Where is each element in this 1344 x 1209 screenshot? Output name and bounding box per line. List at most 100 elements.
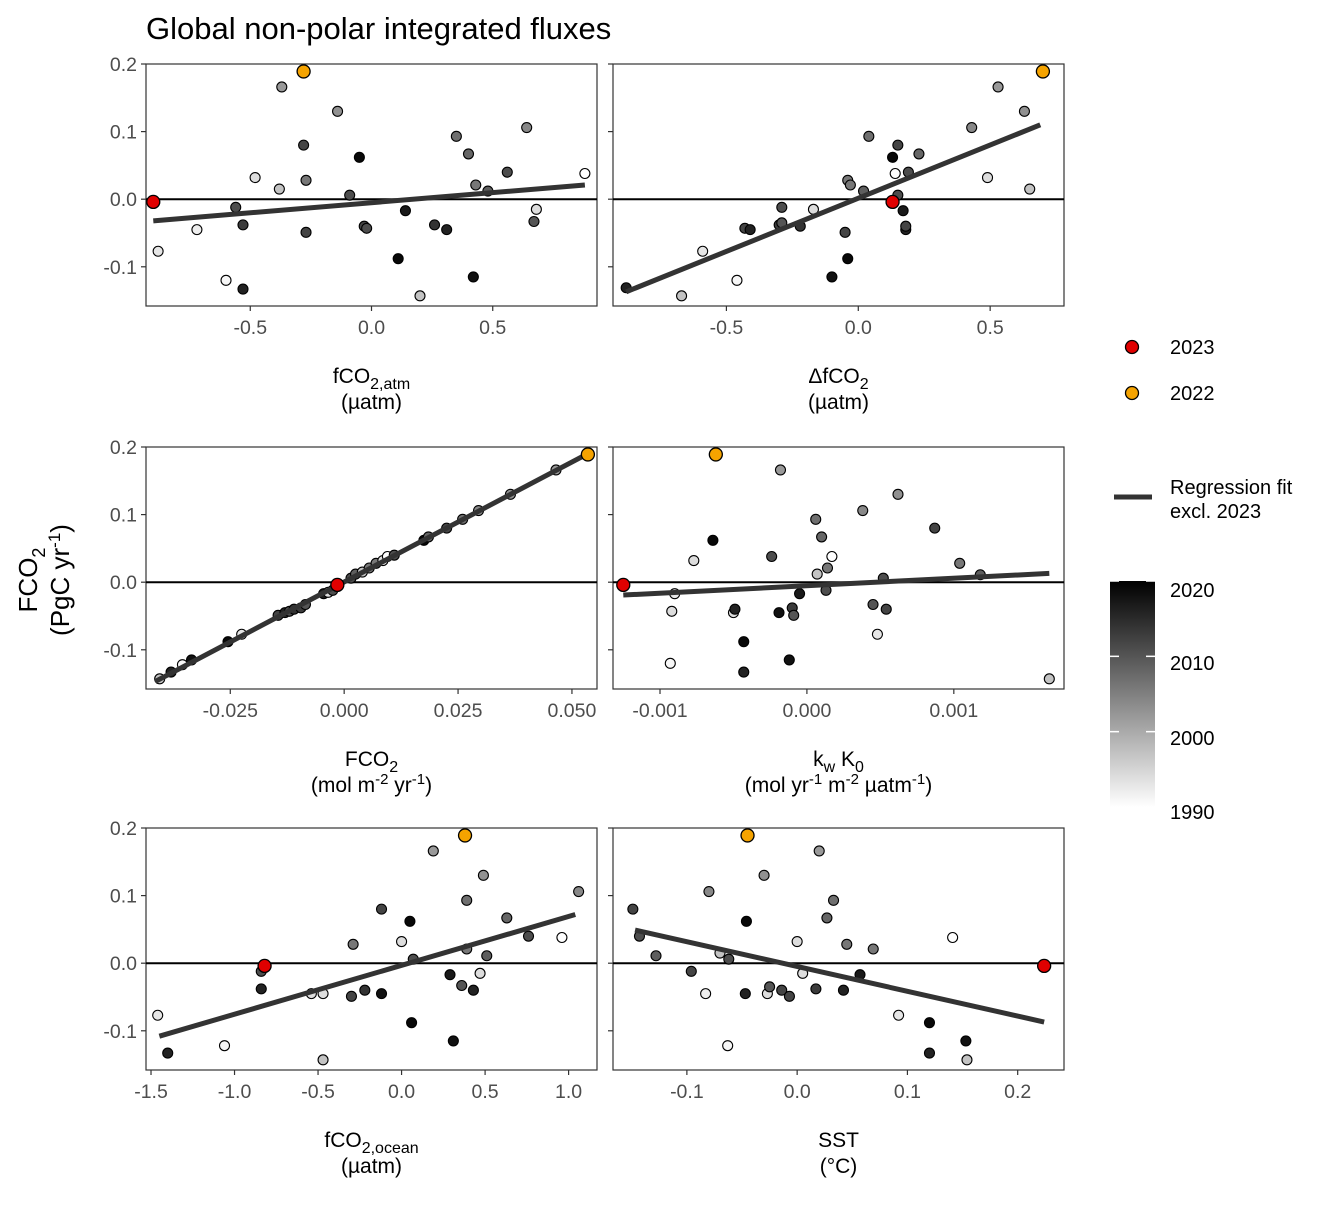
- data-point: [897, 205, 909, 217]
- x-tick-label: -1.5: [134, 1081, 168, 1103]
- data-point: [477, 869, 489, 881]
- legend-2022-marker: [1124, 385, 1140, 401]
- data-point: [871, 628, 883, 640]
- data-point: [447, 1035, 459, 1047]
- x-tick-label: 0.0: [388, 1081, 415, 1103]
- data-point: [794, 588, 806, 600]
- data-point: [650, 950, 662, 962]
- data-point: [528, 215, 540, 228]
- data-point: [676, 290, 688, 302]
- data-point: [530, 203, 542, 215]
- x-tick-label: -0.5: [233, 317, 267, 339]
- regression-line: [625, 122, 1042, 295]
- data-point: [456, 979, 468, 992]
- data-point: [867, 598, 879, 611]
- data-point: [501, 166, 513, 178]
- panel-fco2_atm: -0.1 0.0 0.1 0.2 -0.5 0.0 0.5 fCO2,atm(µatm): [103, 54, 598, 414]
- data-point: [501, 912, 513, 924]
- data-point: [947, 931, 959, 944]
- highlight-2023: [257, 958, 272, 974]
- data-point: [1043, 673, 1055, 685]
- data-point: [791, 936, 803, 948]
- highlight-2022: [457, 828, 473, 843]
- data-point: [892, 139, 904, 151]
- data-point: [556, 931, 568, 944]
- x-tick-label: -1.0: [218, 1081, 252, 1103]
- x-tick-label: 1.0: [555, 1081, 582, 1103]
- data-point: [744, 224, 756, 236]
- data-point: [375, 903, 388, 915]
- legend-regression-label-1: Regression fit: [1170, 477, 1293, 499]
- data-point: [152, 245, 164, 257]
- panel-sst: -0.1 0.0 0.1 0.2 SST (°C): [608, 827, 1065, 1178]
- data-point: [573, 885, 585, 898]
- highlight-2023: [330, 577, 345, 593]
- data-point: [707, 534, 719, 546]
- x-tick-label: 0.000: [783, 700, 832, 722]
- x-axis-label: kw K0: [813, 748, 864, 776]
- svg-text:FCO2: FCO2: [13, 548, 49, 613]
- data-point: [461, 894, 473, 906]
- highlight-2023: [616, 577, 631, 593]
- y-tick-label: 0.2: [110, 818, 137, 840]
- data-point: [923, 1047, 936, 1059]
- x-axis-label: ΔfCO2: [808, 365, 868, 393]
- data-point: [738, 666, 750, 678]
- regression-line: [623, 570, 1050, 598]
- data-point: [788, 609, 800, 621]
- data-point: [399, 205, 411, 217]
- data-point: [414, 290, 426, 302]
- data-point: [776, 984, 788, 996]
- data-point: [353, 151, 365, 163]
- data-point: [688, 555, 700, 567]
- x-tick-label: 0.0: [845, 317, 872, 339]
- panel-frame: [145, 827, 598, 1071]
- y-axis-label-main: FCO: [13, 558, 43, 613]
- data-point: [404, 915, 416, 927]
- regression-line: [158, 912, 576, 1039]
- x-tick-label: 0.1: [894, 1081, 921, 1103]
- data-point: [842, 253, 854, 265]
- x-tick-label: -0.025: [203, 700, 258, 722]
- data-point: [627, 903, 639, 915]
- highlight-2023: [146, 194, 161, 210]
- x-tick-label: 0.5: [977, 317, 1004, 339]
- data-point: [857, 504, 869, 517]
- data-point: [474, 967, 486, 979]
- data-point: [332, 105, 344, 117]
- data-point: [739, 988, 751, 1000]
- data-point: [729, 603, 741, 615]
- data-point: [255, 983, 267, 995]
- x-axis-unit: (mol yr-1 m-2 µatm-1): [745, 771, 932, 797]
- regression-line: [153, 450, 592, 684]
- legend-2023-label: 2023: [1170, 337, 1215, 359]
- data-point: [298, 139, 310, 151]
- data-point: [723, 953, 735, 965]
- panel-fco2_ocean: -0.1 0.0 0.1 0.2 -1.5 -1.0 -0.5 0.0 0.5 1.0 fCO2,o…: [103, 818, 598, 1178]
- data-point: [344, 189, 356, 201]
- y-tick-label: 0.1: [110, 886, 137, 908]
- colorbar-label-2010: 2010: [1170, 653, 1215, 675]
- data-point: [981, 172, 994, 184]
- data-point: [826, 271, 838, 283]
- x-axis-unit: (°C): [820, 1155, 858, 1178]
- data-point: [816, 531, 828, 543]
- data-point: [810, 983, 822, 995]
- y-axis-unit-sup: -1: [45, 533, 64, 548]
- data-point: [450, 130, 462, 142]
- data-point: [396, 936, 408, 948]
- panels: -0.10.00.10.2-0.5 0.0 0.5fCO2,atm(µatm)-0.…: [103, 54, 1065, 1178]
- x-axis-unit: (mol m-2 yr-1): [311, 771, 432, 797]
- data-point: [666, 605, 678, 617]
- highlight-2022: [708, 447, 723, 462]
- y-axis-unit-pre: (PgC yr: [45, 548, 75, 636]
- data-point: [700, 988, 712, 1000]
- data-point: [992, 81, 1004, 93]
- x-tick-label: 0.001: [929, 700, 978, 722]
- data-point: [867, 943, 879, 955]
- panel-dfco2: -0.5 0.0 0.5 ΔfCO2(µatm): [608, 63, 1065, 414]
- legend-highlights: 2023 2022: [1124, 337, 1215, 405]
- data-point: [703, 885, 715, 898]
- y-tick-label: 0.2: [110, 437, 137, 459]
- data-point: [392, 253, 404, 265]
